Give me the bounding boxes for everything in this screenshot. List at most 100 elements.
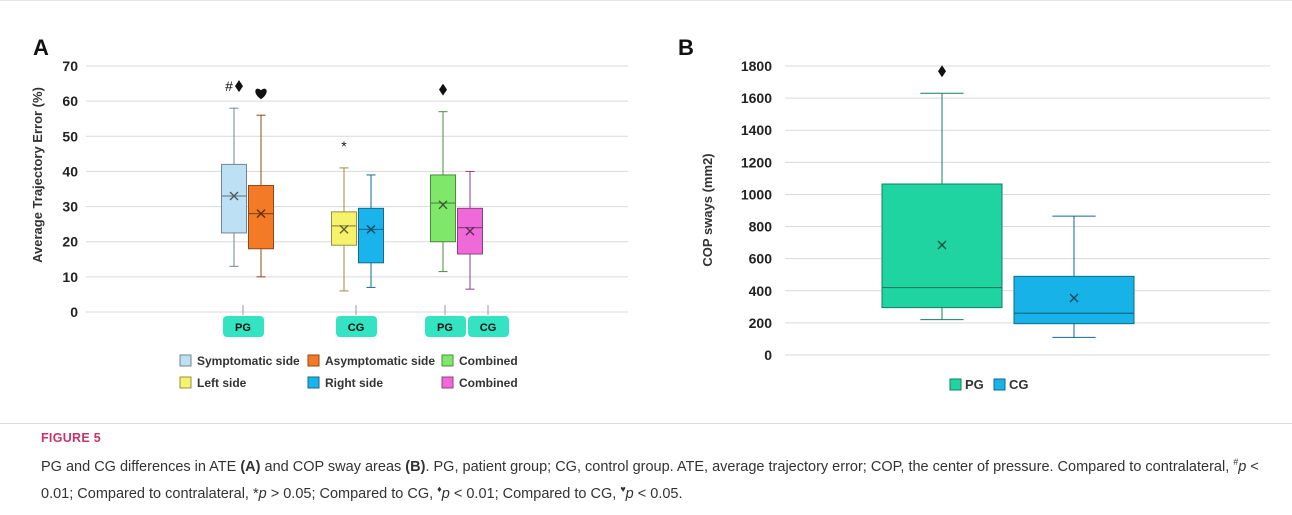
- panel-a-label: A: [33, 35, 49, 60]
- y-tick-label: 30: [62, 199, 78, 215]
- top-rule: [0, 0, 1292, 1]
- legend-item: Left side: [179, 376, 247, 390]
- mean-marker: [1069, 293, 1079, 303]
- group-tag: CG: [468, 305, 509, 337]
- legend-item: Right side: [307, 376, 383, 390]
- mean-marker: [339, 224, 349, 234]
- caption-text: > 0.05; Compared to CG,: [266, 485, 438, 502]
- legend-item: Combined: [441, 354, 518, 368]
- caption-ref-b: (B): [405, 458, 426, 475]
- diamond-marker: [938, 65, 946, 78]
- mean-marker: [229, 191, 239, 201]
- mean-marker: [438, 200, 448, 210]
- caption-ref-a: (A): [240, 458, 261, 475]
- diamond-marker: [439, 83, 447, 96]
- box-1: #: [221, 78, 247, 267]
- y-tick-label: 70: [62, 58, 78, 74]
- legend-item: CG: [993, 377, 1029, 392]
- legend-label: Right side: [325, 376, 383, 390]
- group-tag: CG: [336, 305, 377, 337]
- tag-label: CG: [480, 322, 497, 334]
- legend-item: Symptomatic side: [179, 354, 300, 368]
- mean-marker: [366, 224, 376, 234]
- tag-label: CG: [348, 322, 365, 334]
- tag-pill: [468, 316, 509, 337]
- legend-label: Left side: [197, 376, 247, 390]
- significance-annotation: *: [341, 138, 347, 154]
- caption-text: < 0.01; Compared to CG,: [449, 485, 621, 502]
- y-tick-label: 800: [749, 219, 773, 235]
- annotation-symbol: *: [341, 138, 347, 154]
- box-iqr: [221, 163, 247, 234]
- legend-swatch: [179, 354, 192, 367]
- caption-p: p: [258, 485, 267, 502]
- caption-p: p: [625, 485, 634, 502]
- figure-caption: PG and CG differences in ATE (A) and COP…: [41, 451, 1271, 505]
- y-tick-label: 60: [62, 93, 78, 109]
- chart-a-legend: Symptomatic side Asymptomatic side Combine…: [179, 354, 518, 390]
- figure-label: FIGURE 5: [41, 431, 102, 445]
- box-4: [358, 174, 384, 288]
- annotation-symbol: #: [225, 78, 233, 94]
- legend-item: Combined: [441, 376, 518, 390]
- tag-pill: [336, 316, 377, 337]
- chart-b-ylabel: COP sways (mm2): [700, 153, 715, 266]
- legend-swatch: [179, 376, 192, 389]
- caption-symbol-heart: ♥: [620, 483, 626, 494]
- significance-annotation: [255, 88, 267, 100]
- box-iqr: [358, 207, 384, 264]
- y-tick-label: 50: [62, 128, 78, 144]
- chart-b: B COP sways (mm2) 0 200 400 600 800 1000 1200 1…: [678, 35, 1270, 392]
- legend-label: CG: [1009, 377, 1029, 392]
- box-cg: [1013, 215, 1135, 338]
- caption-text: < 0.01; Compared to contralateral, *: [41, 458, 1259, 502]
- caption-separator: [0, 423, 1292, 424]
- legend-swatch: [307, 354, 320, 367]
- legend-swatch: [441, 354, 454, 367]
- y-tick-label: 1600: [741, 90, 772, 106]
- group-tag: PG: [223, 305, 264, 337]
- caption-text: and COP sway areas: [260, 458, 406, 475]
- chart-b-boxes: [881, 65, 1135, 338]
- chart-a-grid: [86, 65, 628, 313]
- caption-p: p: [441, 485, 450, 502]
- y-tick-label: 40: [62, 163, 78, 179]
- y-tick-label: 0: [70, 304, 78, 320]
- tag-pill: [223, 316, 264, 337]
- y-tick-label: 0: [764, 347, 772, 363]
- box-6: [457, 170, 483, 290]
- legend-item: PG: [949, 377, 984, 392]
- legend-label: Asymptomatic side: [325, 354, 435, 368]
- box-3: *: [331, 138, 357, 292]
- box-pg: [881, 65, 1003, 321]
- caption-text: PG and CG differences in ATE: [41, 458, 241, 475]
- legend-item: Asymptomatic side: [307, 354, 435, 368]
- y-tick-label: 10: [62, 269, 78, 285]
- significance-annotation: [439, 83, 447, 96]
- caption-p: p: [1238, 458, 1247, 475]
- significance-annotation: #: [225, 78, 243, 94]
- tag-label: PG: [235, 322, 251, 334]
- y-tick-label: 1800: [741, 58, 772, 74]
- chart-a-ylabel: Average Trajectory Error (%): [30, 87, 45, 263]
- box-2: [248, 88, 274, 278]
- heart-marker: [255, 88, 267, 100]
- legend-label: PG: [965, 377, 984, 392]
- y-tick-label: 1200: [741, 154, 772, 170]
- chart-a-boxes: #*: [221, 78, 483, 292]
- legend-swatch: [993, 378, 1006, 391]
- chart-b-legend: PG CG: [949, 377, 1029, 392]
- box-iqr: [430, 174, 456, 243]
- diamond-marker: [235, 80, 243, 93]
- chart-a: A Average Trajectory Error (%) 0 10 20 30 40…: [30, 35, 628, 390]
- y-tick-label: 1000: [741, 186, 772, 202]
- legend-label: Combined: [459, 376, 518, 390]
- y-tick-label: 1400: [741, 122, 772, 138]
- mean-marker: [465, 226, 475, 236]
- caption-text: < 0.05.: [633, 485, 683, 502]
- legend-label: Combined: [459, 354, 518, 368]
- legend-swatch: [307, 376, 320, 389]
- legend-swatch: [441, 376, 454, 389]
- box-iqr: [331, 211, 357, 246]
